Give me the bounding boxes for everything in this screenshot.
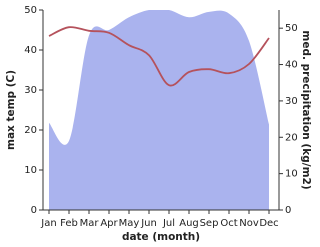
axis-spine [42,10,280,211]
x-tick-label: Aug [179,218,199,229]
y2-axis-title: med. precipitation (kg/m2) [300,30,312,189]
y2-tick-label: 10 [285,169,298,180]
plot-area [48,10,270,210]
x-tick-label: Dec [259,218,278,229]
y-axis-title: max temp (C) [5,70,17,150]
y-tick-label: 30 [24,85,37,96]
y-tick-label: 10 [24,165,37,176]
x-axis-title: date (month) [122,231,200,243]
y2-tick-label: 30 [285,96,298,107]
y2-tick-label: 50 [285,23,298,34]
y2-tick-label: 20 [285,132,298,143]
x-tick-label: Jul [162,218,175,229]
x-tick-label: May [119,218,140,229]
x-tick-label: Sep [200,218,219,229]
x-tick-label: Nov [239,218,259,229]
y-tick-label: 20 [24,125,37,136]
precipitation-area [49,10,269,210]
temp-line [48,26,270,87]
y-tick-label: 0 [31,205,37,216]
x-tick-label: Jun [140,218,157,229]
x-tick-label: Oct [220,218,237,229]
y2-tick-label: 40 [285,60,298,71]
y2-tick-label: 0 [285,205,291,216]
y-tick-label: 40 [24,45,37,56]
x-tick-label: Jan [40,218,56,229]
x-tick-label: Mar [80,218,100,229]
y-tick-label: 50 [24,5,37,16]
x-tick-label: Feb [60,218,78,229]
x-tick-label: Apr [100,218,118,229]
